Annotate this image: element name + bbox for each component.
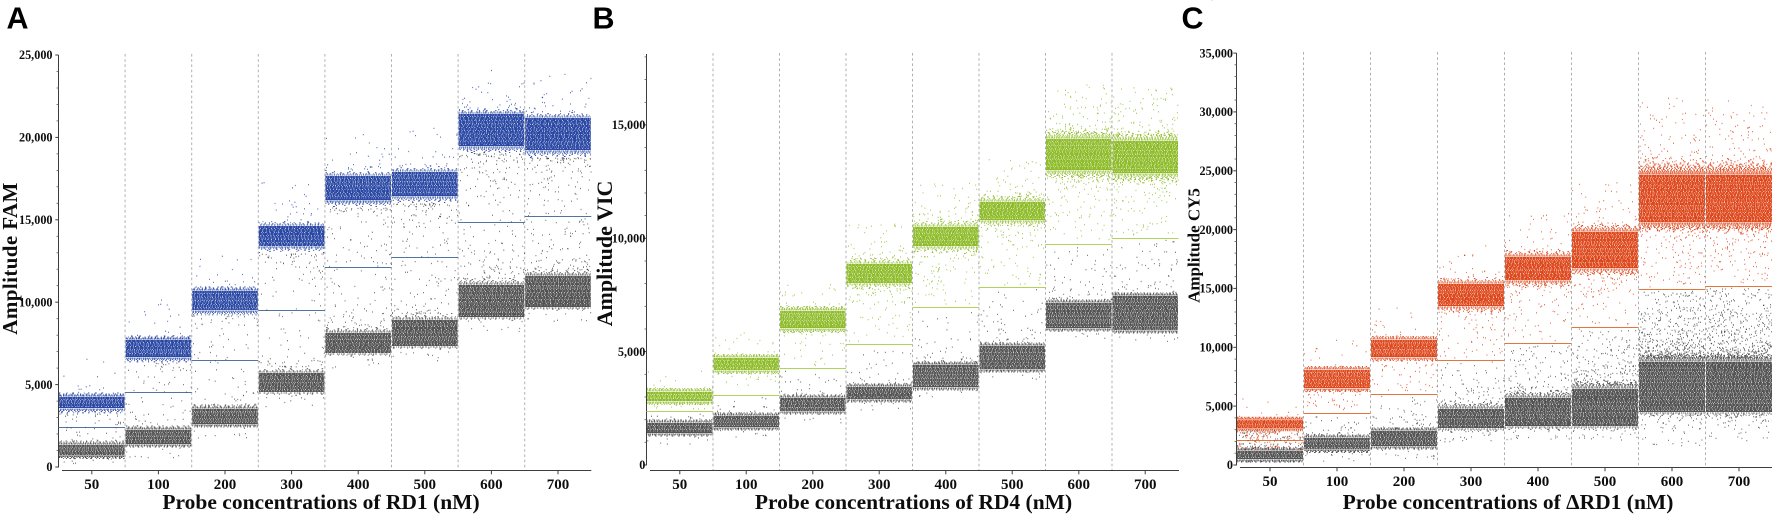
svg-text:Probe concentrations of RD4 (n: Probe concentrations of RD4 (nM) [755, 490, 1072, 514]
svg-text:400: 400 [347, 477, 370, 493]
svg-text:500: 500 [1594, 474, 1617, 490]
svg-text:40,000: 40,000 [1199, 0, 1233, 1]
svg-text:15,000: 15,000 [1199, 282, 1233, 296]
svg-text:B: B [593, 2, 615, 36]
svg-text:20,000: 20,000 [19, 131, 53, 145]
svg-text:Amplitude CY5: Amplitude CY5 [1185, 188, 1204, 303]
svg-text:10,000: 10,000 [612, 232, 646, 246]
svg-text:400: 400 [935, 477, 958, 493]
svg-text:15,000: 15,000 [612, 118, 646, 132]
svg-text:Probe concentrations of ΔRD1 (: Probe concentrations of ΔRD1 (nM) [1343, 490, 1674, 514]
svg-text:600: 600 [480, 477, 503, 493]
svg-text:15,000: 15,000 [19, 213, 53, 227]
svg-text:0: 0 [46, 460, 52, 474]
svg-text:10,000: 10,000 [1199, 341, 1233, 355]
svg-text:300: 300 [280, 477, 303, 493]
svg-text:200: 200 [802, 477, 825, 493]
svg-text:50: 50 [672, 477, 687, 493]
svg-text:300: 300 [1460, 474, 1483, 490]
svg-text:30,000: 30,000 [1199, 105, 1233, 119]
svg-text:700: 700 [1728, 474, 1751, 490]
svg-text:5,000: 5,000 [1206, 399, 1233, 413]
svg-text:100: 100 [1326, 474, 1349, 490]
svg-text:25,000: 25,000 [19, 48, 53, 62]
svg-text:700: 700 [547, 477, 570, 493]
svg-text:200: 200 [1393, 474, 1416, 490]
svg-text:Amplitude VIC: Amplitude VIC [592, 181, 617, 327]
svg-text:35,000: 35,000 [1199, 46, 1233, 60]
svg-text:400: 400 [1527, 474, 1550, 490]
svg-text:10,000: 10,000 [19, 295, 53, 309]
svg-text:5,000: 5,000 [25, 378, 52, 392]
svg-text:100: 100 [735, 477, 758, 493]
svg-text:0: 0 [639, 458, 645, 472]
svg-text:700: 700 [1134, 477, 1157, 493]
svg-text:A: A [7, 2, 29, 36]
svg-text:0: 0 [1227, 458, 1233, 472]
svg-text:500: 500 [1001, 477, 1024, 493]
svg-text:Amplitude FAM: Amplitude FAM [0, 182, 22, 334]
svg-text:20,000: 20,000 [1199, 223, 1233, 237]
svg-text:25,000: 25,000 [1199, 164, 1233, 178]
svg-text:200: 200 [214, 477, 237, 493]
svg-text:50: 50 [1263, 474, 1278, 490]
svg-text:C: C [1182, 2, 1204, 36]
svg-text:50: 50 [84, 477, 99, 493]
svg-text:500: 500 [414, 477, 437, 493]
svg-text:600: 600 [1661, 474, 1684, 490]
svg-text:600: 600 [1068, 477, 1091, 493]
svg-text:300: 300 [868, 477, 891, 493]
svg-text:Probe concentrations of RD1 (n: Probe concentrations of RD1 (nM) [162, 490, 479, 514]
svg-text:5,000: 5,000 [618, 345, 645, 359]
svg-text:100: 100 [147, 477, 170, 493]
